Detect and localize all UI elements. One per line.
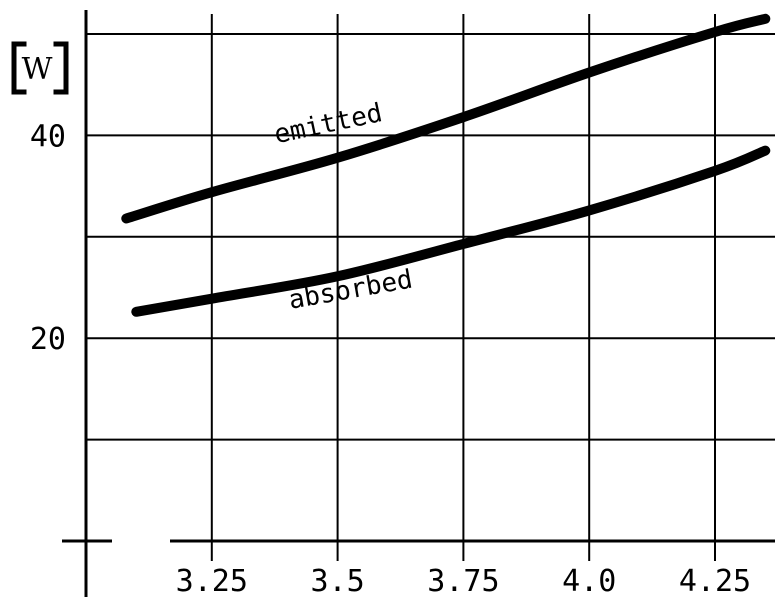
y-tick-label: 40: [30, 119, 66, 154]
y-unit-bracket-right: [53, 41, 69, 95]
y-unit-text: W: [22, 52, 53, 87]
series-line-emitted: [121, 13, 771, 224]
series-line-absorbed: [131, 145, 771, 317]
y-unit-label: W: [11, 41, 69, 95]
x-tick-label: 4.0: [562, 564, 616, 597]
y-unit-bracket-left: [11, 41, 27, 95]
x-tick-label: 3.75: [427, 564, 499, 597]
x-tick-label: 3.25: [176, 564, 248, 597]
y-tick-label: 20: [30, 322, 66, 357]
grid: [86, 14, 775, 561]
x-tick-label: 4.25: [679, 564, 751, 597]
series-label-emitted: emitted: [272, 98, 385, 150]
tick-labels: 3.25 3.5 3.75 4.0 4.25 20 40: [30, 119, 751, 597]
axes: [62, 10, 775, 597]
x-tick-label: 3.5: [311, 564, 365, 597]
series-lines: [121, 13, 771, 317]
